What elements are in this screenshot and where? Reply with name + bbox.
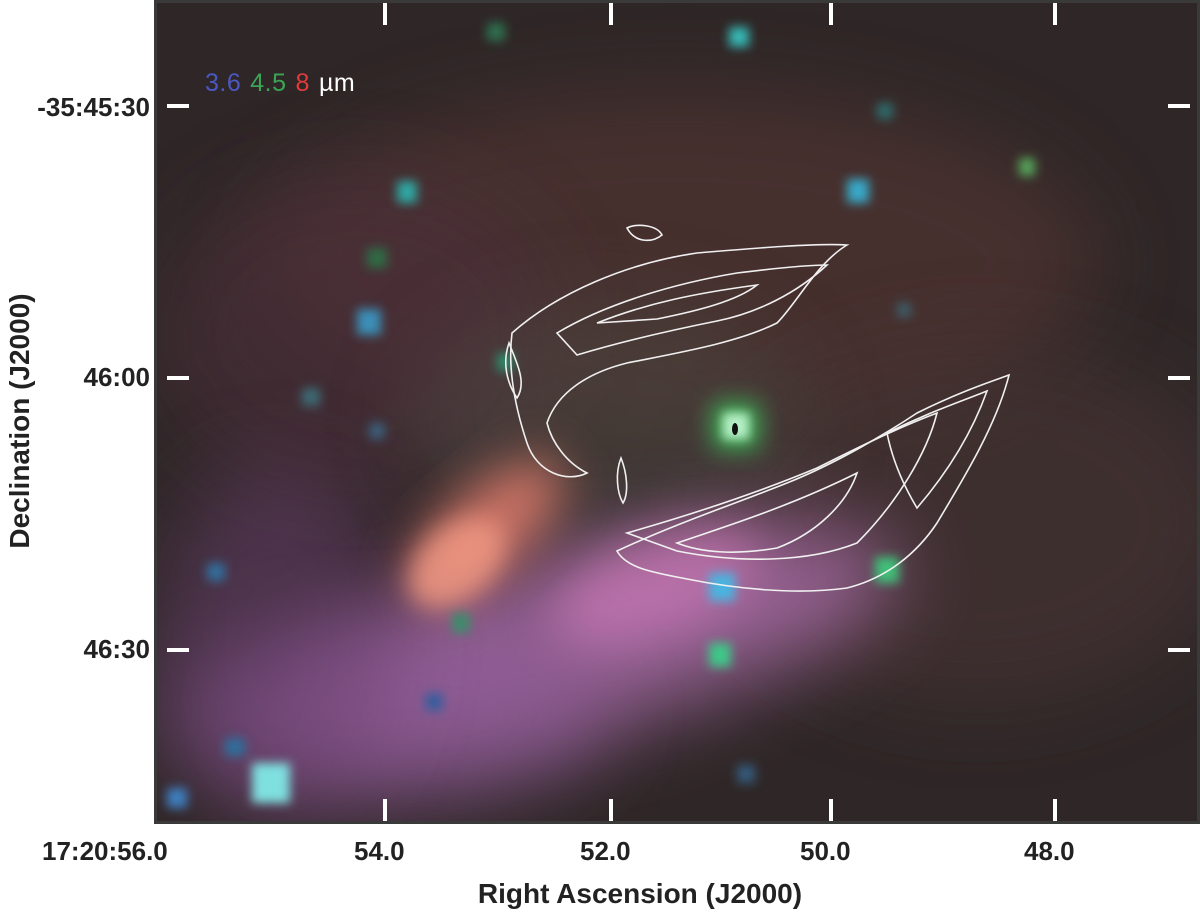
top-tick: [383, 3, 387, 25]
right-tick: [1168, 104, 1190, 108]
legend-unit: µm: [318, 69, 356, 97]
x-axis-title: Right Ascension (J2000): [477, 878, 803, 909]
top-tick: [609, 3, 613, 25]
nebula-graphic: [157, 3, 1197, 821]
top-tick: [829, 3, 833, 25]
x-tick-label: 48.0: [1024, 836, 1075, 866]
legend-8: 8: [295, 69, 310, 97]
bottom-tick: [1053, 799, 1057, 821]
x-tick-label: 54.0: [354, 836, 405, 866]
wavelength-legend: 3.6 4.5 8 µm: [205, 69, 364, 98]
x-tick-label: 50.0: [800, 836, 851, 866]
x-tick-label: 17:20:56.0: [42, 836, 168, 866]
y-axis-title: Declination (J2000): [4, 293, 35, 549]
bottom-tick: [609, 799, 613, 821]
sky-image: 3.6 4.5 8 µm: [154, 0, 1200, 824]
left-tick: [167, 376, 189, 380]
top-tick: [1053, 3, 1057, 25]
right-tick: [1168, 648, 1190, 652]
y-tick-label: -35:45:30: [37, 92, 150, 122]
left-tick: [167, 648, 189, 652]
left-tick: [167, 104, 189, 108]
bottom-tick: [829, 799, 833, 821]
right-tick: [1168, 376, 1190, 380]
legend-4.5: 4.5: [250, 69, 287, 97]
legend-3.6: 3.6: [205, 69, 242, 97]
y-tick-label: 46:30: [83, 634, 151, 664]
contour-lines: [505, 224, 1011, 592]
x-tick-label: 52.0: [580, 836, 631, 866]
bottom-tick: [383, 799, 387, 821]
y-tick-label: 46:00: [83, 362, 151, 392]
